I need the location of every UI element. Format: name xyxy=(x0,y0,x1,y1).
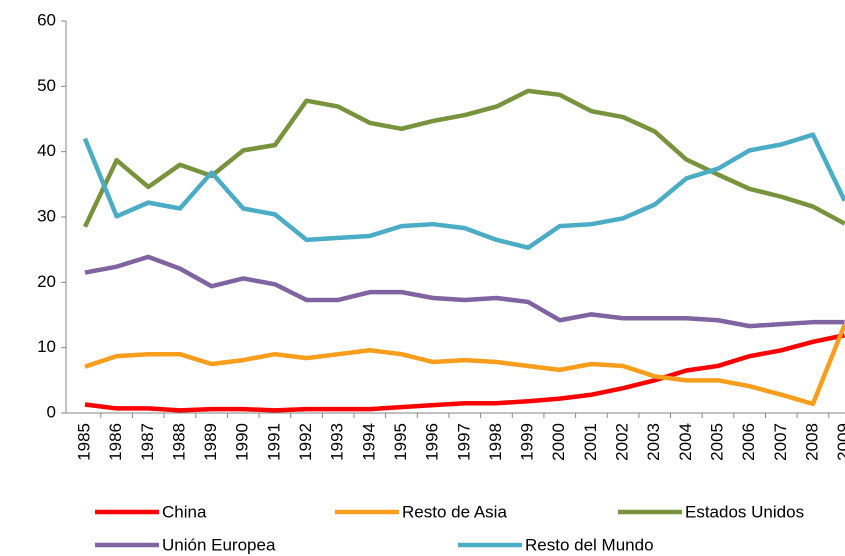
series-line xyxy=(84,323,845,407)
x-tick-label: 1997 xyxy=(454,423,473,461)
legend-label: Resto del Mundo xyxy=(525,535,654,554)
x-tick-label: 1999 xyxy=(518,423,537,461)
x-tick-label: 1995 xyxy=(391,423,410,461)
x-tick-label: 2009 xyxy=(834,423,845,461)
y-tick-label: 30 xyxy=(37,206,56,225)
y-tick-label: 40 xyxy=(37,141,56,160)
x-tick-label: 1994 xyxy=(359,423,378,461)
x-tick-label: 2008 xyxy=(802,423,821,461)
x-tick-label: 2004 xyxy=(676,423,695,461)
x-tick-label: 2000 xyxy=(549,423,568,461)
x-tick-label: 1996 xyxy=(423,423,442,461)
x-tick-label: 1989 xyxy=(201,423,220,461)
series-line xyxy=(82,132,845,250)
x-tick-label: 2007 xyxy=(771,423,790,461)
y-tick-label: 20 xyxy=(37,272,56,291)
x-tick-label: 2006 xyxy=(739,423,758,461)
x-tick-label: 2002 xyxy=(613,423,632,461)
x-tick-label: 1985 xyxy=(74,423,93,461)
x-tick-label: 2003 xyxy=(644,423,663,461)
legend-label: Unión Europea xyxy=(162,535,276,554)
x-tick-label: 1992 xyxy=(296,423,315,461)
x-tick-label: 2005 xyxy=(707,423,726,461)
x-tick-label: 1991 xyxy=(264,423,283,461)
legend-label: Resto de Asia xyxy=(402,502,507,521)
x-tick-label: 1986 xyxy=(106,423,125,461)
x-tick-label: 1998 xyxy=(486,423,505,461)
x-tick-label: 1993 xyxy=(328,423,347,461)
x-tick-label: 1990 xyxy=(233,423,252,461)
legend-label: Estados Unidos xyxy=(685,502,804,521)
y-tick-label: 60 xyxy=(37,10,56,29)
series-line xyxy=(84,333,845,413)
legend-label: China xyxy=(162,502,207,521)
y-tick-label: 50 xyxy=(37,76,56,95)
x-tick-label: 1988 xyxy=(169,423,188,461)
x-tick-label: 1987 xyxy=(138,423,157,461)
y-tick-label: 0 xyxy=(47,402,56,421)
x-tick-label: 2001 xyxy=(581,423,600,461)
series-line xyxy=(84,254,845,329)
y-tick-label: 10 xyxy=(37,337,56,356)
